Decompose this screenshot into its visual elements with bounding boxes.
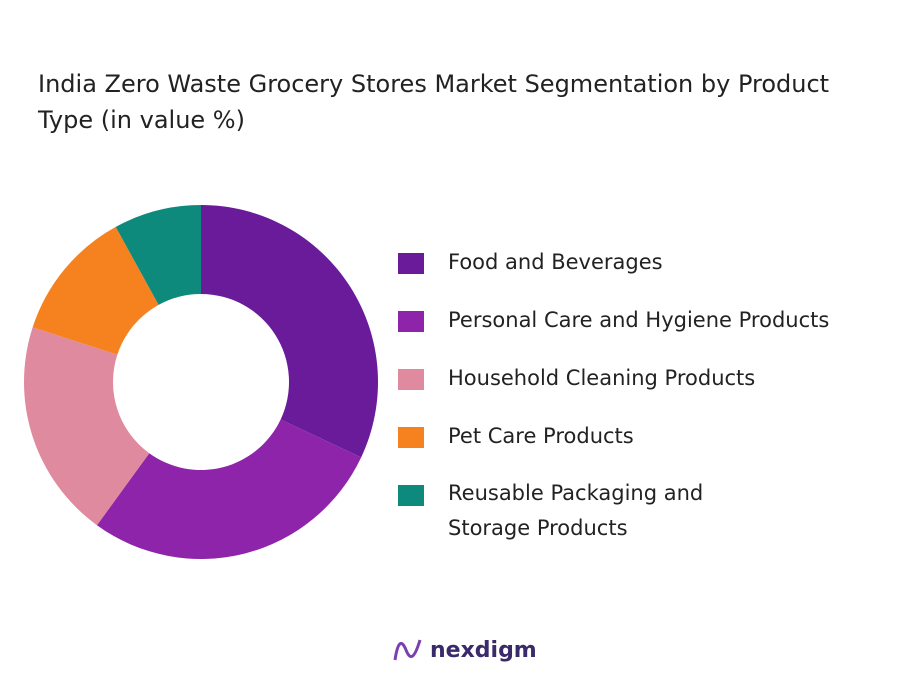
legend-label: Reusable Packaging and Storage Products: [448, 481, 704, 540]
legend: Food and Beverages Personal Care and Hygi…: [398, 244, 829, 568]
legend-swatch: [398, 253, 424, 274]
legend-swatch: [398, 369, 424, 390]
legend-swatch: [398, 427, 424, 448]
legend-item: Food and Beverages: [398, 244, 829, 280]
logo-text: nexdigm: [430, 637, 537, 663]
logo-icon: [393, 639, 422, 661]
donut-segment: [96, 419, 362, 559]
legend-swatch: [398, 311, 424, 332]
logo: nexdigm: [392, 636, 537, 664]
legend-item: Household Cleaning Products: [398, 360, 829, 396]
legend-item: Pet Care Products: [398, 418, 829, 454]
legend-item: Personal Care and Hygiene Products: [398, 302, 829, 338]
legend-label: Personal Care and Hygiene Products: [448, 308, 830, 332]
chart-title: India Zero Waste Grocery Stores Market S…: [38, 70, 830, 134]
legend-label: Food and Beverages: [448, 250, 663, 274]
legend-item: Reusable Packaging and Storage Products: [398, 476, 778, 546]
legend-swatch: [398, 485, 424, 506]
donut-segment: [32, 226, 159, 355]
donut-segment: [115, 205, 201, 305]
legend-label: Pet Care Products: [448, 424, 634, 448]
donut-segment: [24, 327, 150, 526]
donut-segment: [201, 205, 378, 458]
legend-label: Household Cleaning Products: [448, 366, 756, 390]
